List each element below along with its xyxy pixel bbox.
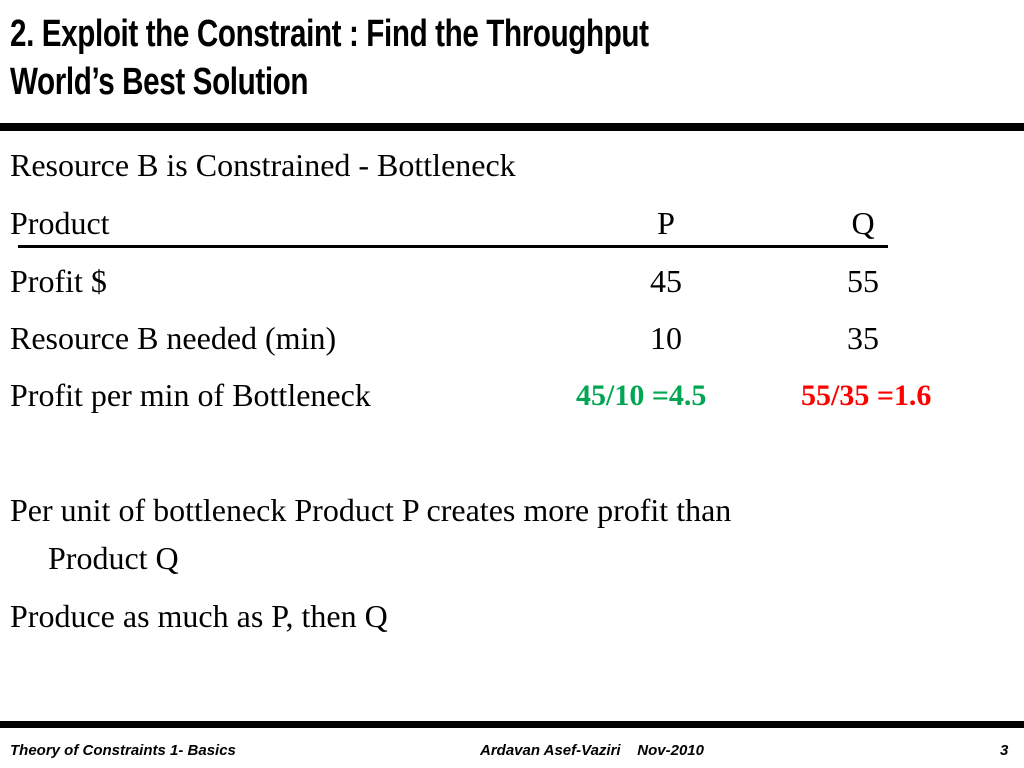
header-underline xyxy=(18,245,888,248)
product-q-header: Q xyxy=(851,205,875,241)
conclusion-line2: Product Q xyxy=(48,540,179,576)
slide-title-line1: 2. Exploit the Constraint : Find the Thr… xyxy=(10,13,649,55)
ratio-row-label: Profit per min of Bottleneck xyxy=(10,377,371,413)
profit-q-value: 55 xyxy=(847,263,879,299)
footer-divider xyxy=(0,721,1024,728)
ratio-p-value: 45/10 =4.5 xyxy=(576,379,707,412)
product-header-label: Product xyxy=(10,205,110,241)
resource-p-value: 10 xyxy=(650,320,682,356)
title-divider xyxy=(0,123,1024,131)
action-statement: Produce as much as P, then Q xyxy=(10,598,388,634)
product-p-header: P xyxy=(657,205,675,241)
constraint-statement: Resource B is Constrained - Bottleneck xyxy=(10,147,516,183)
profit-row-label: Profit $ xyxy=(10,263,107,299)
profit-p-value: 45 xyxy=(650,263,682,299)
ratio-q-value: 55/35 =1.6 xyxy=(801,379,932,412)
footer-page-number: 3 xyxy=(1000,742,1009,759)
footer-course-title: Theory of Constraints 1- Basics xyxy=(10,742,236,759)
conclusion-line1: Per unit of bottleneck Product P creates… xyxy=(10,492,732,528)
resource-row-label: Resource B needed (min) xyxy=(10,320,337,356)
footer-author-date: Ardavan Asef-Vaziri Nov-2010 xyxy=(480,742,704,759)
slide-title-line2: World’s Best Solution xyxy=(10,61,309,103)
slide-title: 2. Exploit the Constraint : Find the Thr… xyxy=(10,10,790,106)
resource-q-value: 35 xyxy=(847,320,879,356)
